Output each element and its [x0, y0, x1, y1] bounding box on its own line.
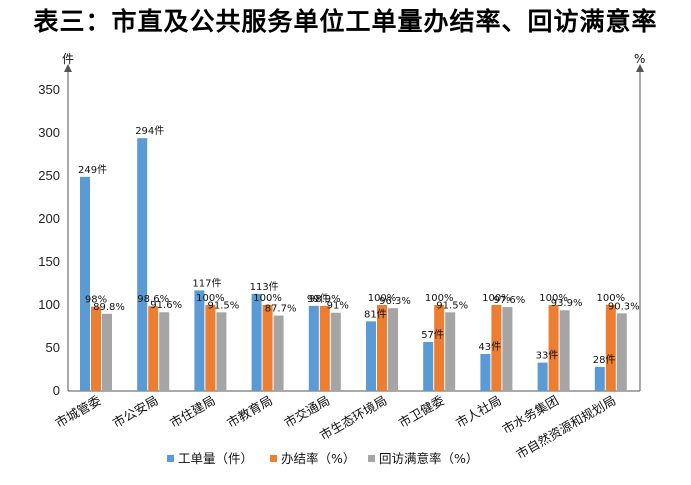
bar: [273, 315, 284, 391]
right-axis-unit: %: [634, 52, 645, 66]
chart-title: 表三：市直及公共服务单位工单量办结率、回访满意率: [33, 7, 658, 36]
data-label: 100%: [597, 293, 626, 304]
bar: [194, 290, 205, 391]
legend: 工单量（件） 办结率（%） 回访满意率（%）: [167, 451, 478, 466]
data-label: 91%: [327, 301, 349, 312]
y-tick-label: 200: [38, 211, 60, 226]
legend-swatch: [167, 455, 174, 462]
legend-label: 工单量（件）: [178, 451, 253, 466]
category-label: 市城管委: [53, 392, 104, 430]
y-tick-label: 300: [38, 125, 60, 140]
category-label: 市自然资源和规划局: [513, 393, 618, 462]
legend-label: 回访满意率（%）: [379, 451, 478, 466]
bar: [205, 305, 216, 391]
bar: [537, 362, 548, 391]
data-label: 90.3%: [608, 301, 640, 312]
data-label: 98.9%: [309, 294, 341, 305]
category-label: 市教育局: [224, 393, 275, 431]
data-label: 96.3%: [379, 296, 411, 307]
data-label: 99件: [307, 293, 330, 305]
bar: [137, 138, 148, 391]
data-label: 100%: [196, 293, 225, 304]
legend-swatch: [270, 455, 277, 462]
y-tick-label: 350: [38, 82, 60, 97]
legend-label: 办结率（%）: [281, 451, 355, 466]
data-label: 100%: [253, 293, 282, 304]
bar: [319, 305, 330, 391]
data-label: 87.7%: [265, 304, 297, 315]
data-label: 57件: [421, 329, 444, 341]
y-tick-label: 0: [53, 383, 60, 398]
bar: [548, 305, 559, 391]
data-label: 100%: [482, 293, 511, 304]
data-label: 98%: [85, 295, 107, 306]
y-tick-label: 250: [38, 168, 60, 183]
bar: [445, 312, 456, 391]
bar: [216, 312, 227, 391]
bar: [616, 313, 627, 391]
axis-units: 件 %: [62, 52, 645, 66]
bar: [491, 305, 502, 391]
y-tick-label: 150: [38, 254, 60, 269]
data-label: 91.5%: [208, 300, 240, 311]
bar: [262, 305, 273, 391]
bar: [366, 321, 376, 391]
bar: [605, 305, 616, 391]
category-label: 市卫健委: [396, 392, 447, 430]
data-label: 113件: [250, 281, 279, 293]
data-labels: 249件 294件 117件 113件 99件 81件 57件 43件 33件 28件 98% 98.…: [78, 125, 640, 366]
bar: [102, 313, 112, 391]
data-label: 81件: [364, 308, 387, 320]
data-label: 100%: [539, 293, 568, 304]
bar: [148, 306, 159, 391]
data-label: 33件: [536, 350, 559, 362]
category-label: 市住建局: [167, 393, 218, 431]
bar: [377, 305, 387, 391]
y-tick-label: 100: [38, 297, 60, 312]
bar: [502, 307, 513, 391]
bar: [159, 312, 170, 391]
bar: [594, 366, 605, 391]
bar: [251, 293, 262, 391]
data-label: 97.6%: [494, 295, 526, 306]
data-label: 89.8%: [93, 302, 125, 313]
y-tick-labels: 0 50 100 150 200 250 300 350: [38, 82, 60, 398]
bar: [91, 306, 101, 391]
left-axis-unit: 件: [62, 52, 74, 66]
bar: [330, 312, 341, 391]
bar: [480, 354, 491, 391]
y-tick-label: 50: [46, 340, 60, 355]
data-label: 117件: [192, 277, 221, 289]
data-label: 91.5%: [436, 300, 468, 311]
category-label: 市公安局: [110, 393, 161, 431]
data-label: 28件: [593, 354, 616, 366]
bar: [559, 310, 570, 391]
bar: [80, 176, 90, 391]
bars: [80, 138, 627, 391]
data-label: 100%: [425, 293, 454, 304]
data-label: 98.6%: [137, 294, 169, 305]
data-label: 294件: [135, 125, 164, 137]
legend-swatch: [368, 455, 375, 462]
data-label: 100%: [368, 293, 397, 304]
bar: [308, 305, 319, 391]
bar: [388, 308, 398, 391]
data-label: 249件: [78, 164, 107, 176]
data-label: 93.9%: [551, 298, 583, 309]
data-label: 43件: [478, 341, 501, 353]
bar: [423, 341, 434, 391]
category-label: 市人社局: [453, 393, 504, 431]
bar: [434, 305, 445, 391]
data-label: 91.6%: [150, 300, 182, 311]
